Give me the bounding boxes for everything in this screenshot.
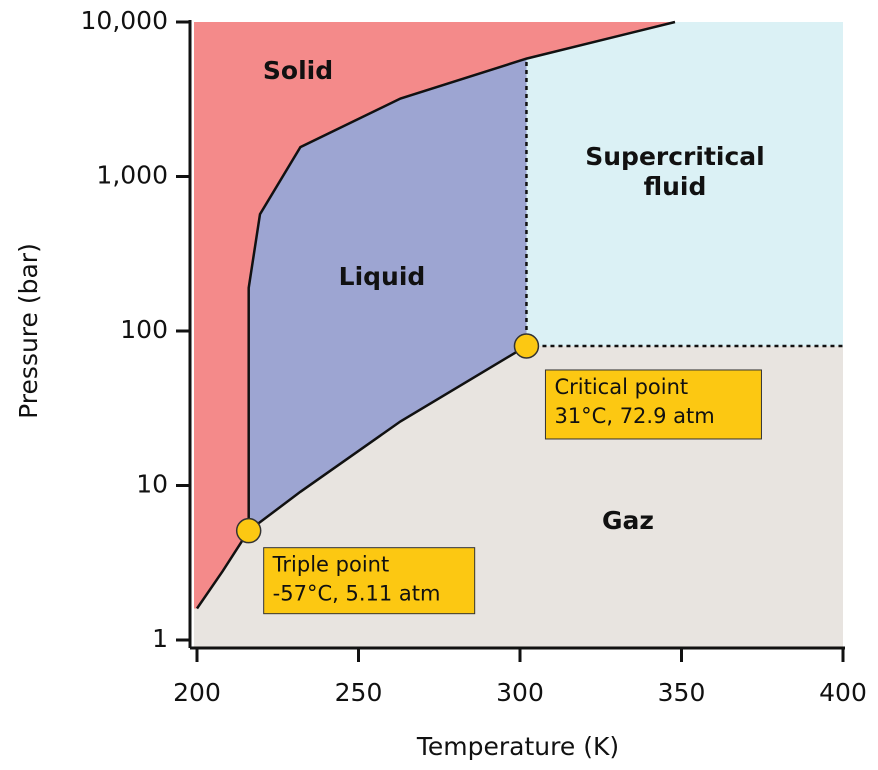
annotation-box bbox=[263, 547, 476, 615]
annotation-text: Triple point bbox=[272, 553, 390, 577]
region-supercritical bbox=[526, 22, 843, 346]
y-tick-label: 100 bbox=[120, 315, 168, 344]
y-tick-label: 10,000 bbox=[81, 6, 168, 35]
x-tick-label: 300 bbox=[496, 678, 544, 707]
annotation-box bbox=[544, 369, 762, 440]
x-tick-label: 350 bbox=[658, 678, 706, 707]
annotation-text: 31°C, 72.9 atm bbox=[554, 404, 714, 428]
x-tick-label: 250 bbox=[335, 678, 383, 707]
y-tick-label: 10 bbox=[136, 470, 168, 499]
curve-vaporization bbox=[247, 344, 528, 532]
region-label: fluid bbox=[644, 172, 707, 201]
region-label: Solid bbox=[263, 56, 333, 85]
region-solid bbox=[194, 22, 675, 609]
region-label: Gaz bbox=[602, 506, 654, 535]
annotation-text: Critical point bbox=[554, 375, 688, 399]
x-tick-label: 400 bbox=[819, 678, 867, 707]
point-marker bbox=[513, 333, 540, 359]
y-tick-label: 1 bbox=[152, 624, 168, 653]
region-label: Supercritical bbox=[585, 142, 764, 171]
x-axis-title: Temperature (K) bbox=[416, 732, 619, 761]
y-axis-title: Pressure (bar) bbox=[14, 243, 43, 419]
region-liquid bbox=[248, 58, 527, 531]
curve-sublimation bbox=[195, 530, 250, 610]
region-label: Liquid bbox=[339, 262, 426, 291]
curve-melting bbox=[247, 20, 676, 531]
x-tick-label: 200 bbox=[173, 678, 221, 707]
y-tick-label: 1,000 bbox=[96, 161, 168, 190]
point-marker bbox=[235, 517, 262, 544]
annotation-text: -57°C, 5.11 atm bbox=[273, 582, 441, 606]
